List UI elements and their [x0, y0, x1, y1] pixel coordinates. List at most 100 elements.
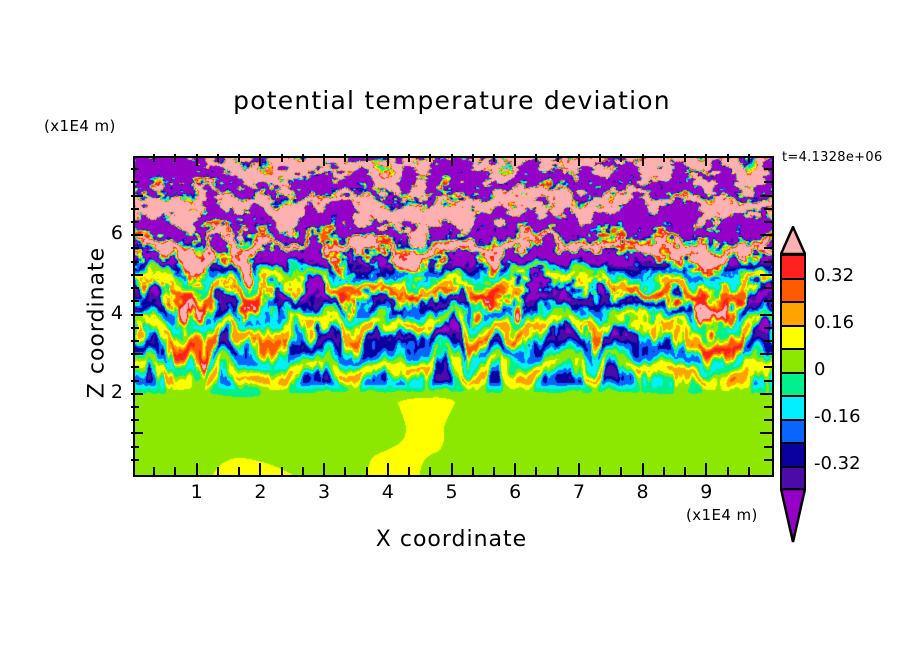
- scalar-field-image: [135, 158, 772, 475]
- tick-mark: [131, 458, 139, 461]
- tick-mark: [450, 463, 453, 475]
- tick-mark: [131, 194, 143, 197]
- tick-mark: [386, 463, 389, 475]
- colorbar-tick-label: -0.16: [814, 405, 861, 427]
- tick-mark: [599, 154, 602, 162]
- x-tick-label: 2: [254, 481, 267, 503]
- tick-mark: [259, 463, 262, 475]
- tick-mark: [760, 273, 772, 276]
- tick-mark: [641, 463, 644, 475]
- tick-mark: [764, 445, 772, 448]
- tick-mark: [153, 154, 156, 162]
- tick-mark: [662, 154, 665, 162]
- tick-mark: [131, 234, 143, 237]
- tick-mark: [620, 467, 623, 475]
- tick-mark: [684, 154, 687, 162]
- tick-mark: [131, 313, 143, 316]
- tick-mark: [408, 467, 411, 475]
- tick-mark: [131, 405, 139, 408]
- colorbar-overflow-low-arrow: [780, 488, 806, 543]
- tick-mark: [471, 154, 474, 162]
- tick-mark: [216, 154, 219, 162]
- colorbar-band: [782, 397, 804, 421]
- time-annotation: t=4.1328e+06: [782, 150, 883, 165]
- tick-mark: [747, 154, 750, 162]
- tick-mark: [726, 154, 729, 162]
- tick-mark: [365, 467, 368, 475]
- tick-mark: [764, 181, 772, 184]
- tick-mark: [641, 154, 644, 166]
- tick-mark: [760, 313, 772, 316]
- tick-mark: [344, 467, 347, 475]
- tick-mark: [556, 154, 559, 162]
- tick-mark: [684, 467, 687, 475]
- tick-mark: [280, 467, 283, 475]
- tick-mark: [760, 194, 772, 197]
- tick-mark: [764, 221, 772, 224]
- tick-mark: [131, 419, 139, 422]
- tick-mark: [764, 168, 772, 171]
- tick-mark: [764, 287, 772, 290]
- tick-mark: [131, 445, 139, 448]
- tick-mark: [760, 353, 772, 356]
- tick-mark: [174, 154, 177, 162]
- tick-mark: [238, 154, 241, 162]
- tick-mark: [131, 221, 139, 224]
- tick-mark: [131, 260, 139, 263]
- tick-mark: [131, 326, 139, 329]
- tick-mark: [153, 467, 156, 475]
- tick-mark: [386, 154, 389, 166]
- tick-mark: [259, 154, 262, 166]
- tick-mark: [429, 154, 432, 162]
- tick-mark: [514, 154, 517, 166]
- tick-mark: [662, 467, 665, 475]
- y-tick-label: 6: [110, 222, 123, 245]
- tick-mark: [131, 273, 143, 276]
- tick-mark: [764, 300, 772, 303]
- tick-mark: [620, 154, 623, 162]
- colorbar-tick-label: 0.16: [814, 311, 855, 333]
- x-tick-label: 5: [445, 481, 458, 503]
- tick-mark: [705, 154, 708, 166]
- tick-mark: [131, 353, 143, 356]
- tick-mark: [492, 154, 495, 162]
- colorbar-tick-label: -0.32: [814, 452, 861, 474]
- tick-mark: [301, 467, 304, 475]
- tick-mark: [764, 247, 772, 250]
- tick-mark: [429, 467, 432, 475]
- tick-mark: [764, 326, 772, 329]
- x-tick-label: 6: [509, 481, 522, 503]
- tick-mark: [599, 467, 602, 475]
- colorbar-band: [782, 467, 804, 491]
- tick-mark: [174, 467, 177, 475]
- tick-mark: [764, 207, 772, 210]
- tick-mark: [705, 463, 708, 475]
- colorbar: 0.32 0.16 0 -0.16 -0.32: [780, 226, 861, 543]
- x-tick-label: 1: [190, 481, 203, 503]
- tick-mark: [344, 154, 347, 162]
- y-tick-label: 4: [110, 301, 123, 324]
- tick-mark: [764, 366, 772, 369]
- y-axis-title: Z coordinate: [84, 246, 110, 399]
- tick-mark: [760, 432, 772, 435]
- contour-plot-area: [133, 156, 774, 477]
- colorbar-band: [782, 279, 804, 303]
- tick-mark: [195, 463, 198, 475]
- colorbar-band: [782, 256, 804, 280]
- y-axis-unit-label: (x1E4 m): [44, 117, 116, 135]
- colorbar-band: [782, 350, 804, 374]
- tick-mark: [492, 467, 495, 475]
- tick-mark: [195, 154, 198, 166]
- colorbar-band: [782, 303, 804, 327]
- tick-mark: [535, 154, 538, 162]
- tick-mark: [764, 260, 772, 263]
- tick-mark: [216, 467, 219, 475]
- tick-mark: [514, 463, 517, 475]
- tick-mark: [577, 154, 580, 166]
- tick-mark: [471, 467, 474, 475]
- tick-mark: [577, 463, 580, 475]
- tick-mark: [535, 467, 538, 475]
- tick-mark: [131, 392, 143, 395]
- tick-mark: [131, 339, 139, 342]
